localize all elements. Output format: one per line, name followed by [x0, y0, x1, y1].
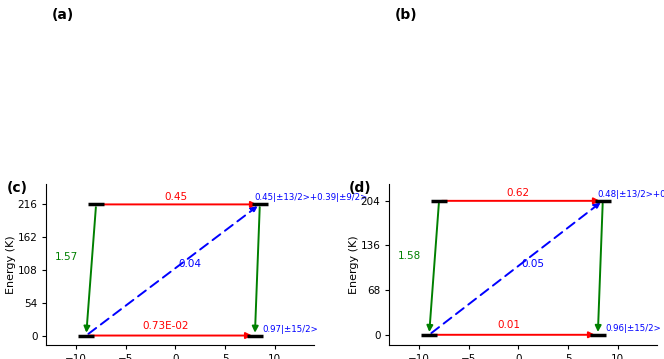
- Text: (d): (d): [349, 181, 372, 195]
- Text: 0.45|±13/2>+0.39|±9/2>: 0.45|±13/2>+0.39|±9/2>: [255, 193, 368, 202]
- Text: 0.97|±15/2>: 0.97|±15/2>: [263, 325, 319, 334]
- Text: 0.01: 0.01: [497, 320, 520, 330]
- Text: (b): (b): [395, 8, 418, 22]
- Text: 0.62: 0.62: [507, 188, 530, 198]
- Text: 0.45: 0.45: [164, 192, 187, 202]
- Text: 0.73E-02: 0.73E-02: [142, 321, 189, 331]
- Text: 0.05: 0.05: [522, 259, 545, 269]
- Text: (a): (a): [52, 8, 74, 22]
- Y-axis label: Energy (K): Energy (K): [6, 235, 16, 294]
- Text: 1.57: 1.57: [55, 252, 78, 262]
- Text: 0.96|±15/2>: 0.96|±15/2>: [606, 324, 661, 333]
- Text: (c): (c): [6, 181, 27, 195]
- Text: 1.58: 1.58: [398, 251, 421, 261]
- Y-axis label: Energy (K): Energy (K): [349, 235, 359, 294]
- Text: 0.04: 0.04: [179, 259, 202, 269]
- Text: 0.48|±13/2>+0.40|±9/2>: 0.48|±13/2>+0.40|±9/2>: [598, 190, 664, 199]
